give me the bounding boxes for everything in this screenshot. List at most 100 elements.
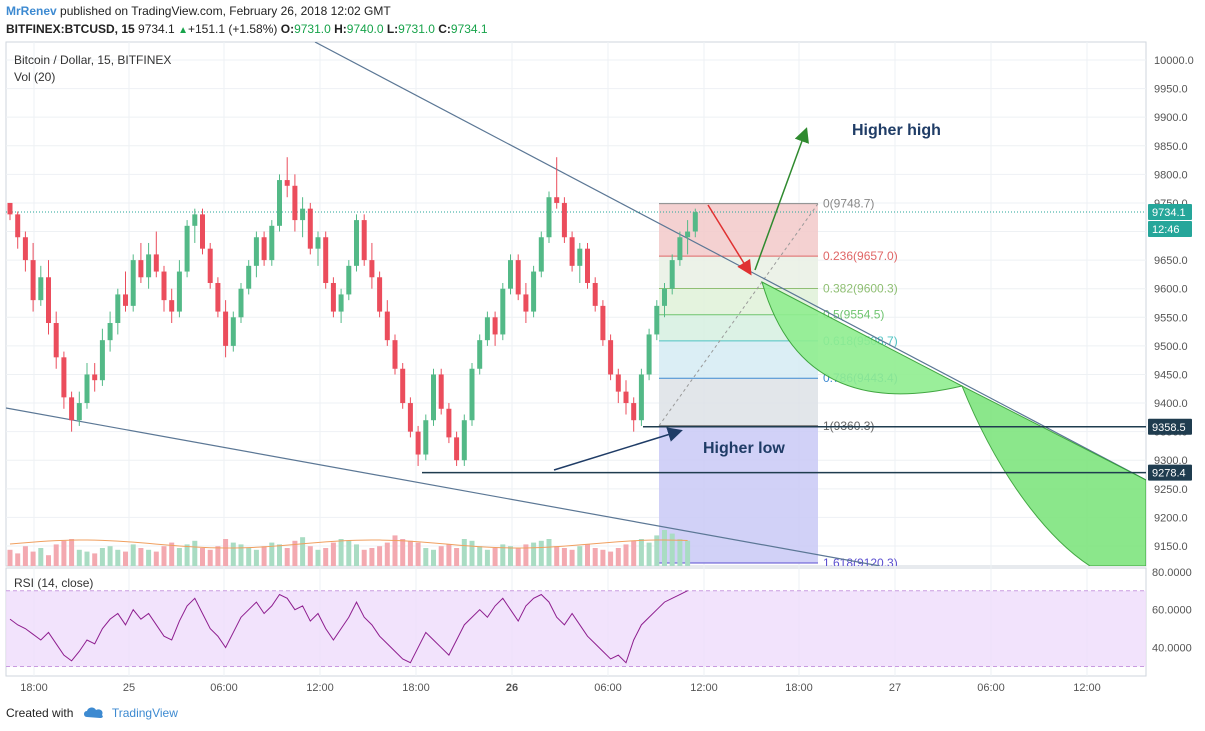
volume-bar [15,553,21,566]
candle-body [662,288,667,306]
volume-bar [369,548,375,566]
candle-body [130,260,136,306]
candle-body [600,305,606,341]
candle-body [654,305,660,335]
volume-bar [677,539,683,566]
open-value: 9731.0 [294,22,331,36]
candle-body [515,260,521,295]
price-tick-label: 9950.0 [1154,84,1188,96]
price-tick-label: 9900.0 [1154,112,1188,124]
upper-trendline [314,42,1146,481]
candle-body [223,311,229,346]
candle-body [53,323,59,358]
volume-bar [253,549,259,566]
candle-body [569,237,575,266]
candle-body [169,300,175,312]
tradingview-link[interactable]: TradingView [111,706,178,720]
rsi-tick-label: 60.0000 [1152,605,1192,617]
volume-bar [454,548,460,566]
candle-body [138,260,144,278]
time-tick-label: 25 [123,682,135,694]
volume-bar [608,551,614,566]
volume-bar [300,537,306,566]
candle-body [253,237,259,266]
time-tick-label: 06:00 [210,682,238,694]
volume-bar [292,540,298,566]
candle-body [631,403,637,421]
volume-bar [669,533,675,566]
volume-bar [538,540,544,566]
candle-body [69,397,75,421]
volume-bar [561,548,567,566]
candle-body [7,202,13,215]
volume-bar [407,540,413,566]
volume-bar [246,548,252,566]
projection-curve-1 [761,281,964,395]
volume-bar [431,549,436,566]
support-tag-1: 9358.5 [1152,422,1186,434]
candle-body [623,391,629,404]
time-tick-label: 06:00 [594,682,622,694]
high-value: 9740.0 [346,22,384,36]
volume-bar [484,549,490,566]
volume-bar [269,542,275,566]
candle-body [192,214,198,226]
candle-body [477,340,483,369]
rsi-axis[interactable]: 80.0000 60.0000 40.0000 [1152,567,1192,655]
volume-ma [9,539,688,549]
volume-bar [600,549,606,566]
candle-body [423,420,429,455]
candle-body [61,357,67,398]
drawing-shapes[interactable] [6,42,1146,566]
candle-body [284,180,290,186]
volume-bar [646,542,652,566]
countdown-tag: 12:46 [1152,224,1180,236]
volume-bar [531,542,537,566]
candle-body [323,237,329,283]
candle-body [146,254,152,278]
rsi-legend: RSI (14, close) [14,576,93,590]
main-pane [5,41,1147,567]
candle-body [508,260,513,289]
candle-body [415,431,421,455]
volume-bar [492,548,498,566]
volume-bar [92,553,98,566]
price-tick-label: 9200.0 [1154,512,1188,524]
candle-body [161,271,167,301]
candle-body [261,237,267,261]
volume-bar [685,540,691,566]
price-tick-label: 9300.0 [1154,455,1188,467]
candle-body [92,374,98,381]
volume-bar [423,548,429,566]
volume-bars [7,530,691,566]
author-link[interactable]: MrRenev [6,4,57,18]
price-tick-label: 9500.0 [1154,341,1188,353]
rsi-band [6,590,1146,667]
annotations-layer[interactable] [553,127,809,471]
candle-body [369,260,375,278]
higher-low-arrow [553,427,683,471]
candle-body [400,368,406,404]
candle-body [123,294,128,306]
volume-bar [192,540,198,566]
chart-title: Bitcoin / Dollar, 15, BITFINEX [14,53,171,67]
volume-bar [523,544,529,566]
volume-bar [500,544,506,566]
volume-bar [638,539,644,566]
fib-level-label: 0.236(9657.0) [823,249,898,263]
candle-body [500,288,506,335]
time-axis[interactable]: 18:00 25 06:00 12:00 18:00 26 06:00 12:00 18:00 2… [20,682,1101,694]
price-axis[interactable]: 10000.09950.09900.09850.09800.09750.0970… [1148,55,1194,553]
fib-level-label: 0.382(9600.3) [823,282,898,296]
volume-bar [207,549,213,566]
volume-bar [38,548,44,566]
candle-body [692,212,698,232]
volume-bar [76,549,82,566]
grid-lines [6,42,1146,676]
time-tick-label: 12:00 [1073,682,1101,694]
volume-bar [377,546,383,566]
volume-bar [554,546,560,566]
rsi-line [9,590,688,664]
candle-body [346,265,352,295]
